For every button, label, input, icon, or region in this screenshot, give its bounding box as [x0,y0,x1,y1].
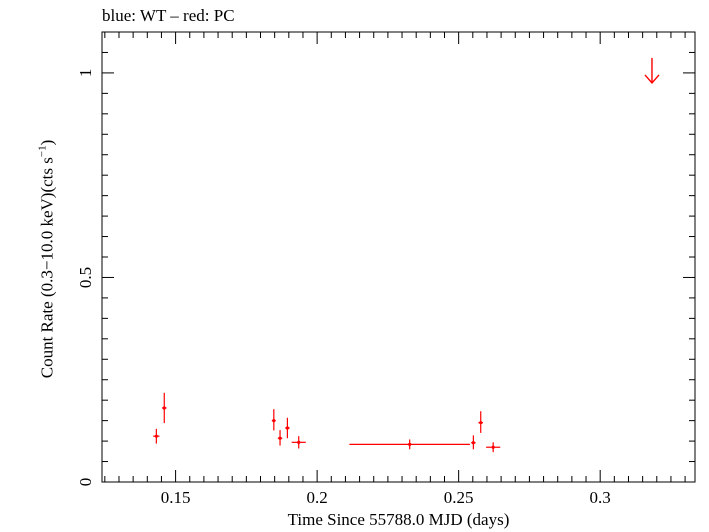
data-point [153,428,160,444]
data-marker [272,419,276,423]
x-axis-ticks: 0.15 0.2 0.25 0.3 [104,32,686,507]
data-point [277,430,283,446]
data-point [478,411,483,433]
x-axis-label: Time Since 55788.0 MJD (days) [287,510,510,529]
y-tick-label: 0 [76,478,95,487]
data-marker [278,436,282,440]
data-marker [162,406,166,410]
x-tick-label: 0.15 [161,488,191,507]
data-point [271,409,276,431]
data-marker [297,440,301,444]
y-tick-label: 1 [76,69,95,78]
data-point [285,417,290,439]
x-tick-label: 0.3 [590,488,611,507]
data-point [162,392,167,424]
upper-limit-head [644,74,660,84]
y-tick-label: 0.5 [76,267,95,288]
chart-title: blue: WT – red: PC [102,6,235,25]
data-point [486,442,501,453]
data-marker [471,441,475,445]
data-points [153,57,660,453]
upper-limit-arrow [644,57,660,84]
data-marker [479,421,483,425]
y-axis-ticks: 00.51 [76,51,695,487]
data-point [291,436,306,449]
data-marker [408,442,412,446]
data-marker [285,426,290,430]
data-marker [154,434,158,438]
x-tick-label: 0.2 [306,488,327,507]
x-tick-label: 0.25 [444,488,474,507]
data-point [471,435,476,450]
plot-frame [101,31,696,483]
data-marker [491,445,495,449]
data-point [349,439,470,450]
